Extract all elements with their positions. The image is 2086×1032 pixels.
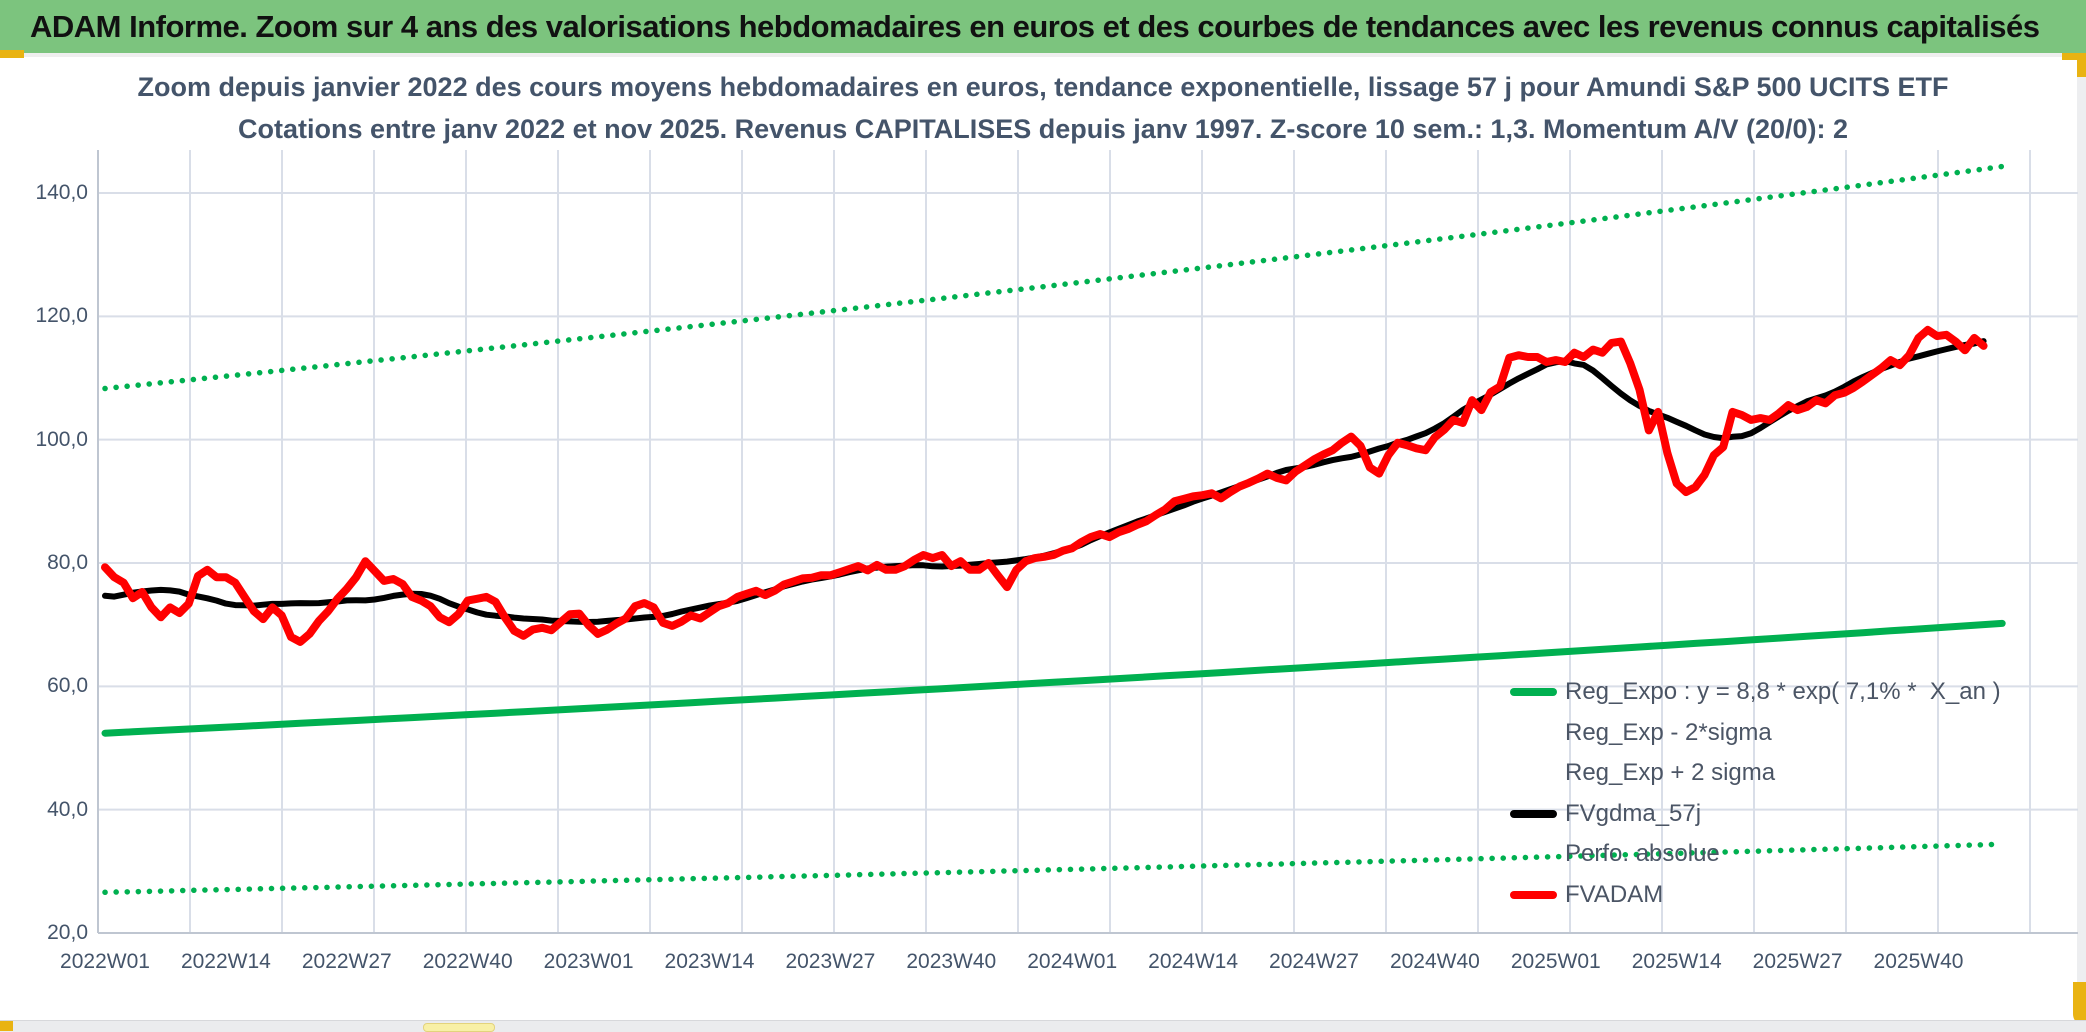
gold-corner-accent-right bbox=[2062, 53, 2086, 60]
legend-key-dotted-line bbox=[1510, 769, 1557, 777]
legend-label: Reg_Exp - 2*sigma bbox=[1565, 718, 1772, 746]
y-tick-label: 120,0 bbox=[35, 304, 88, 328]
x-tick-label: 2023W14 bbox=[664, 950, 755, 973]
x-tick-label: 2025W40 bbox=[1873, 950, 1964, 973]
gold-corner-accent-left bbox=[0, 50, 24, 58]
legend-entry: Reg_Expo : y = 8,8 * exp( 7,1% * X_an ) bbox=[1510, 672, 2001, 713]
legend-entry: Reg_Exp + 2 sigma bbox=[1510, 753, 2001, 794]
legend-label: FVADAM bbox=[1565, 880, 1664, 908]
reg-expo-trend-line bbox=[101, 619, 2006, 737]
reg-exp-plus-2sigma-line bbox=[102, 163, 2005, 392]
x-tick-label: 2025W01 bbox=[1510, 950, 1601, 973]
legend-label: Reg_Expo : y = 8,8 * exp( 7,1% * X_an ) bbox=[1565, 678, 2001, 706]
x-tick-label: 2022W01 bbox=[60, 950, 150, 973]
legend-key-solid-line bbox=[1510, 809, 1557, 818]
x-tick-label: 2023W01 bbox=[543, 950, 634, 973]
chart-title-line-1: Zoom depuis janvier 2022 des cours moyen… bbox=[137, 72, 1949, 102]
y-tick-label: 80,0 bbox=[47, 551, 88, 574]
x-tick-label: 2022W27 bbox=[301, 950, 392, 973]
legend-entry: Reg_Exp - 2*sigma bbox=[1510, 713, 2001, 754]
legend-key-dotted-line bbox=[1510, 729, 1557, 737]
legend-entry: FVgdma_57j bbox=[1510, 794, 2001, 835]
y-tick-label: 40,0 bbox=[47, 797, 88, 821]
x-tick-label: 2024W40 bbox=[1389, 950, 1480, 973]
right-scroll-gold-end bbox=[2073, 982, 2086, 1026]
y-tick-label: 100,0 bbox=[35, 427, 88, 451]
legend-label: FVgdma_57j bbox=[1565, 799, 1702, 827]
x-tick-label: 2022W14 bbox=[180, 950, 271, 973]
x-tick-label: 2023W27 bbox=[785, 950, 876, 973]
banner-divider bbox=[0, 53, 2086, 57]
report-banner: ADAM Informe. Zoom sur 4 ans des valoris… bbox=[0, 0, 2086, 53]
vertical-gridlines bbox=[189, 150, 2031, 933]
x-tick-label: 2022W40 bbox=[422, 950, 513, 973]
legend-label: Perfo. absolue bbox=[1565, 840, 1720, 868]
x-tick-label: 2024W01 bbox=[1027, 950, 1118, 973]
x-tick-label: 2024W14 bbox=[1148, 950, 1239, 973]
x-tick-label: 2025W14 bbox=[1631, 950, 1722, 973]
chart-legend: Reg_Expo : y = 8,8 * exp( 7,1% * X_an ) R… bbox=[1510, 672, 2001, 915]
right-scroll-track[interactable] bbox=[2077, 77, 2086, 982]
legend-key-solid-line bbox=[1510, 890, 1557, 899]
x-tick-label: 2025W27 bbox=[1752, 950, 1843, 973]
legend-key-dotted-line bbox=[1510, 850, 1557, 858]
report-banner-title: ADAM Informe. Zoom sur 4 ans des valoris… bbox=[30, 8, 2040, 44]
legend-key-solid-line bbox=[1510, 688, 1557, 697]
legend-entry: FVADAM bbox=[1510, 875, 2001, 916]
gold-corner-accent-bottom-left bbox=[0, 1021, 13, 1031]
legend-entry: Perfo. absolue bbox=[1510, 834, 2001, 875]
y-tick-label: 20,0 bbox=[47, 921, 88, 944]
y-tick-label: 140,0 bbox=[35, 181, 88, 205]
horizontal-scroll-track[interactable] bbox=[0, 1020, 2086, 1032]
y-tick-label: 60,0 bbox=[47, 674, 88, 698]
x-tick-label: 2023W40 bbox=[906, 950, 997, 973]
fvadam-price-line bbox=[101, 325, 1988, 646]
x-tick-label: 2024W27 bbox=[1269, 950, 1359, 973]
gold-right-strip-top bbox=[2077, 53, 2086, 77]
chart-title-line-2: Cotations entre janv 2022 et nov 2025. R… bbox=[237, 114, 1849, 144]
legend-label: Reg_Exp + 2 sigma bbox=[1565, 759, 1776, 787]
